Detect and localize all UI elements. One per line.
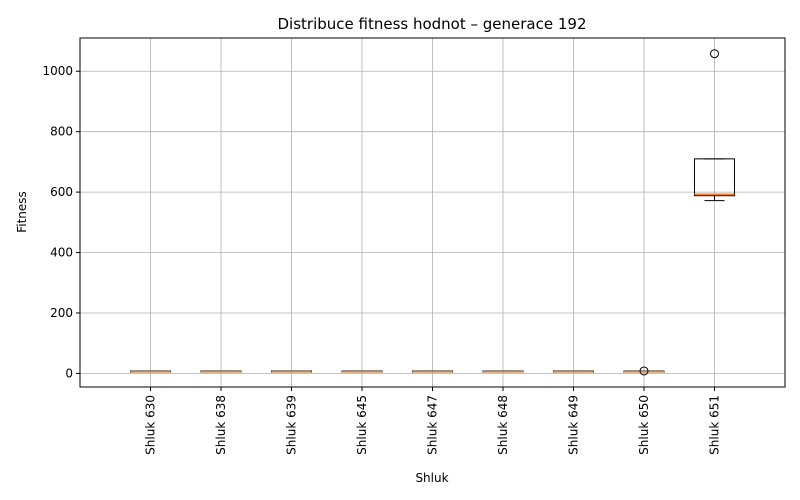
axis-ticks: 0 200 400 600 800 1000 Shluk 630 Shluk 638 Shluk… [42, 64, 721, 455]
x-tick-label: Shluk 647 [426, 395, 440, 455]
box-body [694, 158, 735, 197]
box-group [694, 49, 735, 202]
x-tick-label: Shluk 638 [214, 395, 228, 455]
box-group [482, 370, 524, 373]
y-tick-label: 600 [50, 185, 73, 199]
box-group [553, 370, 594, 373]
x-tick-label: Shluk 645 [355, 395, 369, 455]
box-group [271, 370, 312, 373]
x-tick-label: Shluk 651 [708, 395, 722, 455]
y-tick-label: 400 [50, 246, 73, 260]
box-group [341, 370, 383, 373]
box-group [200, 370, 242, 373]
x-axis-label: Shluk [415, 471, 448, 485]
outlier-point [710, 49, 719, 59]
x-tick-label: Shluk 639 [285, 395, 299, 455]
y-tick-label: 0 [65, 366, 73, 380]
x-tick-label: Shluk 649 [567, 395, 581, 455]
y-tick-label: 800 [50, 125, 73, 139]
x-tick-label: Shluk 650 [637, 395, 651, 455]
boxes [130, 49, 735, 376]
y-tick-label: 1000 [42, 64, 73, 78]
x-tick-label: Shluk 648 [496, 395, 510, 455]
box-group [130, 370, 171, 373]
x-tick-label: Shluk 630 [144, 395, 158, 455]
y-axis-label: Fitness [15, 191, 29, 233]
grid-lines [80, 38, 785, 387]
box-group [623, 366, 665, 376]
box-group [412, 370, 453, 373]
y-tick-label: 200 [50, 306, 73, 320]
chart-title: Distribuce fitness hodnot – generace 192 [277, 15, 586, 33]
outlier-point [639, 366, 649, 376]
